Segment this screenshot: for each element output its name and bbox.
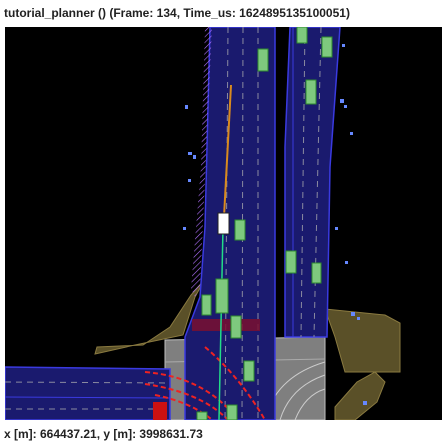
pedestrian: [193, 155, 196, 159]
road-right: [284, 27, 341, 338]
reference-line: [218, 226, 224, 420]
vehicle: [321, 36, 333, 58]
pedestrian: [345, 261, 348, 264]
vehicle: [285, 250, 297, 274]
road-left: [184, 27, 276, 420]
vehicle: [257, 48, 269, 72]
vehicle: [296, 27, 308, 44]
pedestrian: [188, 179, 191, 182]
vehicle: [196, 411, 208, 420]
vehicle: [234, 219, 246, 241]
vehicle: [215, 278, 229, 314]
pedestrian: [363, 401, 367, 405]
pedestrian: [350, 132, 353, 135]
pedestrian: [357, 317, 360, 320]
pedestrian: [185, 105, 188, 109]
pedestrian: [340, 99, 344, 103]
pedestrian: [351, 312, 355, 316]
pedestrian: [188, 152, 192, 155]
vehicle: [243, 360, 255, 382]
road-horizontal: [5, 366, 171, 420]
vehicle: [201, 294, 212, 316]
planned-trajectory: [218, 84, 232, 420]
vehicle: [305, 79, 317, 105]
pedestrian: [335, 227, 338, 230]
cursor-coordinates: x [m]: 664437.21, y [m]: 3998631.73: [0, 422, 447, 447]
window-title: tutorial_planner () (Frame: 134, Time_us…: [0, 0, 447, 27]
vehicle: [230, 315, 242, 339]
pedestrian: [344, 105, 347, 108]
ego-vehicle[interactable]: [217, 212, 230, 235]
vehicles: [196, 27, 333, 420]
map-viewport[interactable]: [5, 27, 442, 420]
planned-path: [223, 84, 232, 218]
walkway-right-lower: [334, 371, 386, 420]
walkway-areas: [94, 278, 401, 420]
vehicle: [226, 404, 238, 420]
pedestrian: [183, 227, 186, 230]
walkway-right-upper: [324, 308, 401, 373]
pedestrian: [342, 44, 345, 47]
vehicle: [311, 262, 322, 284]
pedestrians: [183, 44, 367, 405]
road-boundary-hatch: [191, 27, 212, 297]
